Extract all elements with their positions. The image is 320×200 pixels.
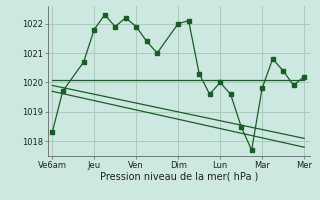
X-axis label: Pression niveau de la mer( hPa ): Pression niveau de la mer( hPa ) (100, 171, 258, 181)
